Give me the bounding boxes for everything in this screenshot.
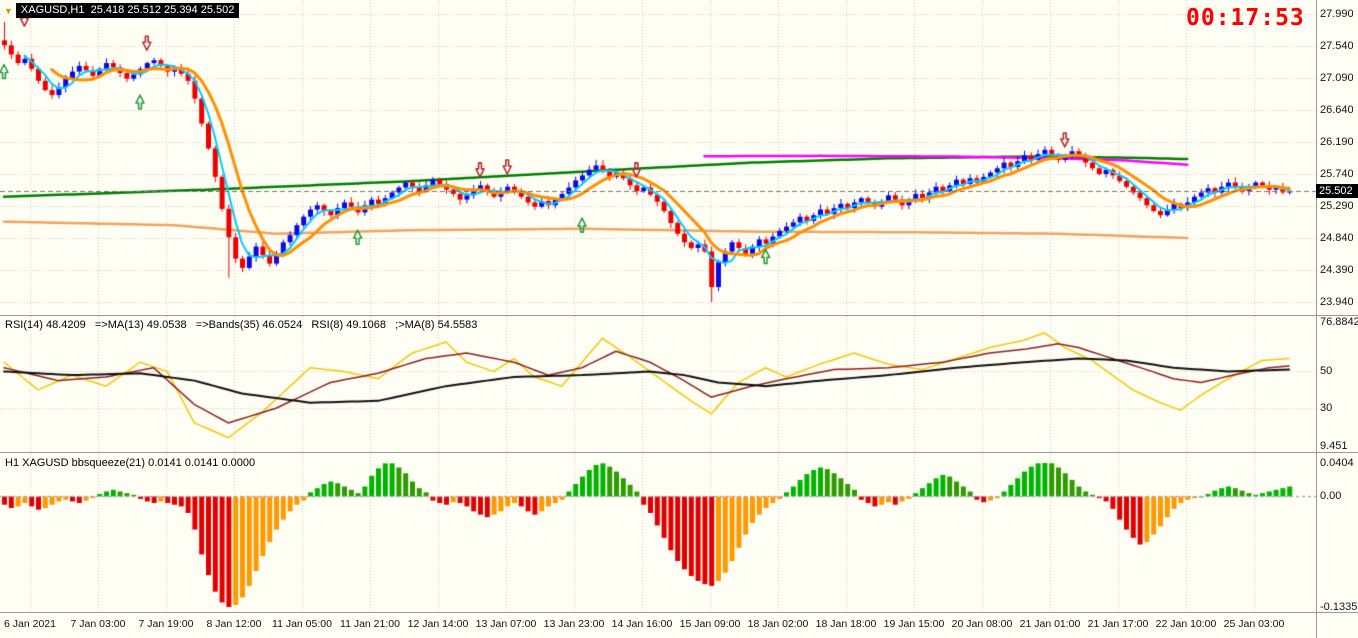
time-axis-label: 20 Jan 08:00 xyxy=(951,618,1013,630)
price-axis-label: 24.390 xyxy=(1320,264,1354,276)
price-axis-label: 24.840 xyxy=(1320,232,1354,244)
symbol-ohlc-chip: XAGUSD,H1 25.418 25.512 25.394 25.502 xyxy=(15,3,240,18)
rsi-indicator-label: RSI(14) 48.4209 =>MA(13) 49.0538 =>Bands… xyxy=(5,319,478,331)
squeeze-axis-label: 0.00 xyxy=(1320,490,1342,502)
squeeze-indicator-label: H1 XAGUSD bbsqueeze(21) 0.0141 0.0141 0.… xyxy=(5,457,256,469)
squeeze-axis-label: -0.1335 xyxy=(1320,601,1358,613)
time-axis-label: 18 Jan 18:00 xyxy=(815,618,877,630)
time-axis[interactable]: 6 Jan 2021 7 Jan 03:00 7 Jan 19:00 8 Jan 12… xyxy=(0,613,1358,638)
time-axis-label: 13 Jan 07:00 xyxy=(475,618,537,630)
price-axis-label: 25.740 xyxy=(1320,168,1354,180)
time-axis-label: 15 Jan 09:00 xyxy=(679,618,741,630)
panel-separator[interactable] xyxy=(0,452,1358,453)
time-axis-label: 21 Jan 01:00 xyxy=(1019,618,1081,630)
rsi-axis-label: 76.8842 xyxy=(1320,316,1358,328)
time-axis-label: 18 Jan 02:00 xyxy=(747,618,809,630)
time-axis-label: 21 Jan 17:00 xyxy=(1087,618,1149,630)
panel-separator[interactable] xyxy=(0,315,1358,316)
time-axis-label: 14 Jan 16:00 xyxy=(611,618,673,630)
price-axis-label: 26.640 xyxy=(1320,104,1354,116)
time-axis-label: 6 Jan 2021 xyxy=(4,618,56,630)
price-axis-label: 26.190 xyxy=(1320,136,1354,148)
current-price-tag: 25.502 xyxy=(1316,184,1358,198)
time-axis-label: 12 Jan 14:00 xyxy=(407,618,469,630)
candle-countdown-timer: 00:17:53 xyxy=(1186,5,1305,31)
time-axis-label: 7 Jan 03:00 xyxy=(70,618,126,630)
rsi-axis-label: 30 xyxy=(1320,402,1333,414)
time-axis-label: 11 Jan 05:00 xyxy=(272,618,332,630)
price-axis-label: 27.090 xyxy=(1320,72,1354,84)
panel-separator xyxy=(0,612,1358,613)
chart-title: ▼ XAGUSD,H1 25.418 25.512 25.394 25.502 xyxy=(4,3,240,18)
price-axis[interactable]: 27.990 27.540 27.090 26.640 26.190 25.740 25.2… xyxy=(1317,0,1358,638)
price-axis-label: 23.940 xyxy=(1320,296,1354,308)
price-axis-label: 27.990 xyxy=(1320,8,1354,20)
time-axis-label: 7 Jan 19:00 xyxy=(138,618,194,630)
rsi-panel-canvas[interactable] xyxy=(0,316,1316,452)
time-axis-label: 8 Jan 12:00 xyxy=(206,618,262,630)
symbol-timeframe-label: XAGUSD,H1 xyxy=(20,4,85,16)
squeeze-axis-label: 0.0404 xyxy=(1320,457,1354,469)
price-axis-label: 25.290 xyxy=(1320,200,1354,212)
price-axis-separator xyxy=(1316,0,1317,638)
symbol-marker-icon: ▼ xyxy=(4,5,13,16)
time-axis-label: 13 Jan 23:00 xyxy=(543,618,605,630)
time-axis-label: 11 Jan 21:00 xyxy=(340,618,400,630)
squeeze-panel-canvas[interactable] xyxy=(0,454,1316,612)
time-axis-label: 25 Jan 03:00 xyxy=(1223,618,1285,630)
rsi-axis-label: 9.451 xyxy=(1320,440,1348,452)
rsi-axis-label: 50 xyxy=(1320,365,1333,377)
time-axis-label: 22 Jan 10:00 xyxy=(1155,618,1217,630)
ohlc-values: 25.418 25.512 25.394 25.502 xyxy=(90,4,235,16)
time-axis-label: 19 Jan 15:00 xyxy=(883,618,945,630)
main-price-chart-canvas[interactable] xyxy=(0,0,1316,315)
price-axis-label: 27.540 xyxy=(1320,40,1354,52)
